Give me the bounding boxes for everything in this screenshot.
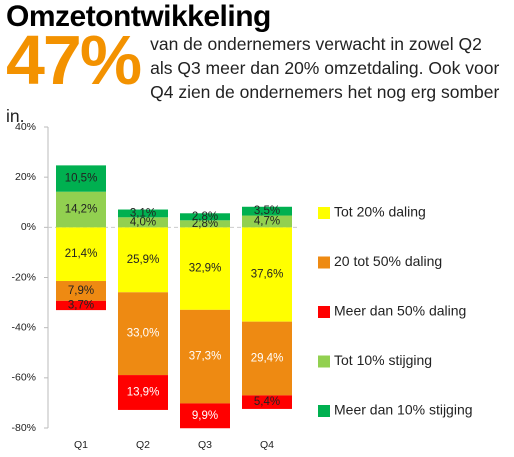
bar-segment bbox=[56, 191, 106, 228]
value-label: 3,5% bbox=[254, 205, 280, 217]
value-label: 3,7% bbox=[68, 299, 94, 311]
bar-segment bbox=[56, 165, 106, 192]
x-tick-label: Q3 bbox=[198, 439, 212, 451]
legend-label: 20 tot 50% daling bbox=[334, 253, 442, 269]
legend-swatch bbox=[318, 405, 330, 417]
bar-segment bbox=[56, 281, 106, 301]
bar-segment bbox=[118, 375, 168, 410]
value-label: 5,4% bbox=[254, 396, 280, 408]
bar-segment bbox=[118, 227, 168, 293]
legend-swatch bbox=[318, 355, 330, 368]
highlight: 47% bbox=[6, 21, 142, 99]
value-label: 33,0% bbox=[127, 328, 160, 340]
value-label: 2,8% bbox=[192, 218, 218, 230]
legend-label: Tot 10% stijging bbox=[334, 352, 432, 368]
subtitle: van de ondernemers verwacht in zowel Q2 … bbox=[6, 34, 500, 126]
bar-segment bbox=[180, 227, 230, 310]
bar-segment bbox=[180, 213, 230, 221]
bar-segment bbox=[56, 227, 106, 282]
bar-segment bbox=[180, 309, 230, 404]
value-label: 32,9% bbox=[189, 263, 222, 275]
value-label: 2,8% bbox=[192, 211, 218, 223]
value-label: 3,1% bbox=[130, 207, 156, 219]
value-label: 37,3% bbox=[189, 351, 222, 363]
value-label: 25,9% bbox=[127, 254, 160, 266]
legend-label: Meer dan 50% daling bbox=[334, 303, 466, 319]
y-tick-label: -80% bbox=[11, 422, 36, 434]
bar-segment bbox=[242, 395, 292, 409]
y-tick-label: 0% bbox=[21, 221, 36, 233]
y-tick-label: -20% bbox=[11, 271, 36, 283]
legend-swatch bbox=[318, 207, 330, 219]
x-tick-label: Q2 bbox=[136, 439, 150, 451]
y-tick-label: -60% bbox=[11, 372, 36, 384]
bar-segment bbox=[118, 217, 168, 228]
value-label: 10,5% bbox=[65, 173, 98, 185]
bar-segment bbox=[242, 215, 292, 228]
legend-label: Tot 20% daling bbox=[334, 204, 426, 220]
bar-segment bbox=[242, 227, 292, 322]
value-label: 9,9% bbox=[192, 410, 218, 422]
bar-segment bbox=[118, 209, 168, 218]
legend-swatch bbox=[318, 306, 330, 318]
y-tick-label: 20% bbox=[15, 171, 36, 183]
y-tick-label: -40% bbox=[11, 321, 36, 333]
value-label: 37,6% bbox=[251, 269, 284, 281]
x-tick-label: Q4 bbox=[260, 439, 274, 451]
value-label: 4,0% bbox=[130, 216, 156, 228]
title: Omzetontwikkeling bbox=[6, 0, 271, 33]
bar-segment bbox=[56, 300, 106, 311]
x-tick-label: Q1 bbox=[74, 439, 88, 451]
value-label: 21,4% bbox=[65, 248, 98, 260]
bar-segment bbox=[242, 321, 292, 396]
legend-swatch bbox=[318, 256, 330, 269]
lead: 47% van de ondernemers verwacht in zowel … bbox=[6, 21, 506, 128]
legend-label: Meer dan 10% stijging bbox=[334, 402, 473, 418]
bar-segment bbox=[118, 292, 168, 376]
value-label: 29,4% bbox=[251, 353, 284, 365]
value-label: 14,2% bbox=[65, 204, 98, 216]
bar-segment bbox=[242, 206, 292, 216]
bar-segment bbox=[180, 403, 230, 429]
y-tick-label: 40% bbox=[15, 121, 36, 133]
value-label: 4,7% bbox=[254, 215, 280, 227]
value-label: 7,9% bbox=[68, 285, 94, 297]
value-label: 13,9% bbox=[127, 387, 160, 399]
bar-segment bbox=[180, 220, 230, 228]
